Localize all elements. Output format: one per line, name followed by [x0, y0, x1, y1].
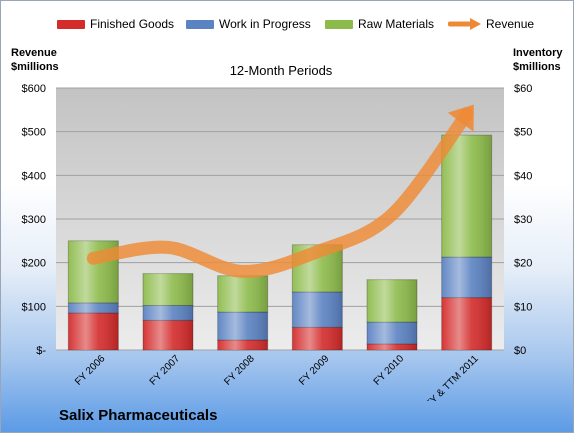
x-tick-label: FY 2006 [73, 353, 108, 388]
bar-raw-materials-gloss [143, 273, 193, 306]
right-axis-title-line1: Inventory [513, 47, 563, 59]
right-tick-label: $0 [514, 345, 526, 357]
legend-item-finished-goods: Finished Goods [57, 17, 174, 31]
x-tick-label: FY 2009 [297, 353, 332, 388]
legend-swatch-work-in-progress [186, 19, 214, 29]
x-tick-label: FY 2008 [222, 353, 257, 388]
legend-item-work-in-progress: Work in Progress [186, 17, 311, 31]
legend-swatch-finished-goods [57, 19, 85, 29]
legend-swatch-raw-materials [325, 19, 353, 29]
bar-work-in-progress-gloss [441, 256, 492, 298]
right-axis-title: Inventory $millions [513, 46, 563, 74]
bar-work-in-progress-gloss [68, 302, 119, 313]
legend-label-revenue: Revenue [486, 17, 535, 31]
bar-finished-goods-gloss [367, 343, 417, 350]
x-tick-label: FY 2007 [148, 353, 183, 388]
bar-finished-goods-gloss [217, 339, 268, 350]
chart-plot: $- $100 $200 $300 $400 $500 $600 $0 $10 $20 $30 $4… [22, 83, 533, 401]
left-tick-label: $400 [22, 170, 46, 182]
bar-finished-goods-gloss [68, 312, 119, 350]
right-tick-label: $50 [514, 127, 532, 139]
bar-work-in-progress-gloss [292, 291, 343, 328]
legend-item-raw-materials: Raw Materials [325, 17, 434, 31]
left-axis-title-line2: $millions [11, 61, 59, 73]
left-tick-label: $100 [22, 301, 46, 313]
bar-raw-materials-gloss [217, 275, 268, 313]
bar-finished-goods-gloss [292, 327, 343, 350]
legend-label-work-in-progress: Work in Progress [219, 17, 311, 31]
x-tick-label: FY 2010 [372, 353, 407, 388]
bar-raw-materials-gloss [367, 279, 417, 323]
bar-work-in-progress-gloss [143, 305, 193, 321]
bar-raw-materials-gloss [441, 135, 492, 257]
left-axis-title: Revenue $millions [11, 46, 59, 74]
legend-label-raw-materials: Raw Materials [358, 17, 435, 31]
bar-finished-goods-gloss [441, 297, 492, 350]
revenue-line [86, 107, 474, 278]
right-tick-label: $30 [514, 214, 532, 226]
revenue-arrowhead [447, 104, 474, 132]
legend-item-revenue: Revenue [448, 17, 534, 31]
chart-subtitle: 12-Month Periods [229, 63, 333, 78]
right-tick-label: $20 [514, 258, 532, 270]
legend-label-finished-goods: Finished Goods [90, 17, 175, 31]
legend-arrow-icon [448, 18, 481, 30]
bar-work-in-progress-gloss [217, 312, 268, 340]
right-tick-label: $10 [514, 301, 532, 313]
legend: Finished Goods Work in Progress Raw Mate… [1, 17, 573, 35]
left-tick-label: $200 [22, 258, 46, 270]
x-tick-label: FY & TTM 2011 [424, 353, 481, 401]
right-tick-label: $60 [514, 83, 532, 95]
left-tick-label: $- [36, 345, 46, 357]
left-axis-title-line1: Revenue [11, 47, 57, 59]
left-tick-label: $300 [22, 214, 46, 226]
bar-work-in-progress-gloss [367, 322, 417, 344]
right-axis-title-line2: $millions [513, 61, 561, 73]
company-name: Salix Pharmaceuticals [59, 407, 218, 424]
bar-finished-goods-gloss [143, 320, 193, 350]
left-tick-label: $600 [22, 83, 46, 95]
right-tick-label: $40 [514, 170, 532, 182]
left-tick-label: $500 [22, 127, 46, 139]
